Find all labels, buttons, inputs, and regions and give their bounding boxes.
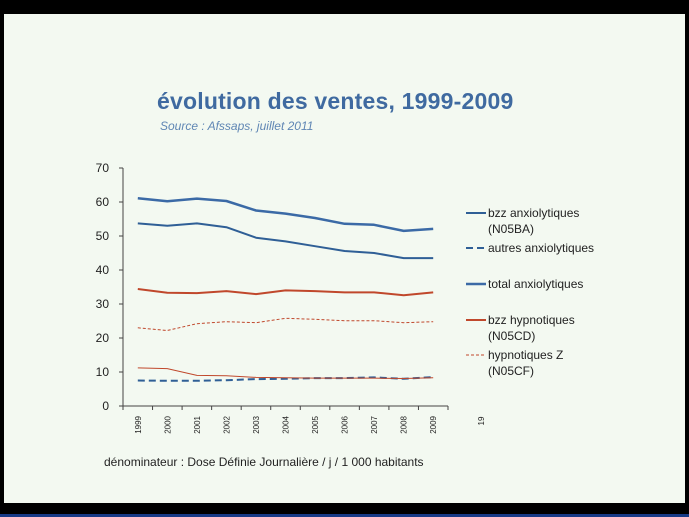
x-tick-label: 2007: [370, 415, 379, 433]
y-tick-label: 60: [96, 195, 110, 209]
y-tick-label: 0: [102, 399, 109, 413]
legend-label-3: bzz hypnotiques: [488, 313, 575, 327]
slide: [4, 14, 685, 503]
legend-label-2: total anxiolytiques: [488, 277, 583, 291]
chart-legend: bzz anxiolytiques (N05BA) autres anxiolyti…: [466, 206, 594, 378]
series-line-0: [137, 222, 434, 260]
legend-label-3: (N05CD): [488, 329, 535, 343]
x-tick-label: 2002: [222, 415, 231, 433]
y-tick-label: 10: [96, 365, 110, 379]
x-tick-label: 1999: [134, 415, 143, 433]
y-tick-label: 70: [96, 161, 110, 175]
legend-label-0: (N05BA): [488, 222, 534, 236]
y-tick-label: 20: [96, 331, 110, 345]
bottom-bar: [0, 503, 689, 517]
chart-series: [137, 197, 434, 382]
legend-label-0: bzz anxiolytiques: [488, 206, 579, 220]
x-tick-label: 2009: [429, 415, 438, 433]
series-line-4: [137, 317, 434, 331]
x-tick-label: 2003: [252, 415, 261, 433]
x-tick-label: 2000: [163, 415, 172, 433]
footnote: dénominateur : Dose Définie Journalière …: [104, 455, 424, 469]
slide-title: évolution des ventes, 1999-2009: [157, 88, 514, 114]
x-tick-label: 2005: [311, 415, 320, 433]
series-line-2: [137, 197, 434, 233]
legend-label-4: (N05CF): [488, 364, 534, 378]
stray-mark: 19: [477, 416, 486, 425]
y-tick-label: 30: [96, 297, 110, 311]
y-tick-label: 40: [96, 263, 110, 277]
slide-subtitle: Source : Afssaps, juillet 2011: [160, 119, 314, 133]
x-tick-label: 2008: [400, 415, 409, 433]
x-tick-label: 2001: [193, 415, 202, 433]
x-tick-label: 2004: [282, 415, 291, 433]
legend-label-4: hypnotiques Z: [488, 348, 563, 362]
y-tick-label: 50: [96, 229, 110, 243]
series-line-5: [137, 367, 434, 379]
series-line-3: [137, 288, 434, 297]
chart-axes: 0 10 20 30 40 50 60 70 1999 2000 2001 2002 2003 2004 2…: [96, 161, 449, 434]
legend-label-1: autres anxiolytiques: [488, 241, 594, 255]
x-tick-label: 2006: [341, 415, 350, 433]
